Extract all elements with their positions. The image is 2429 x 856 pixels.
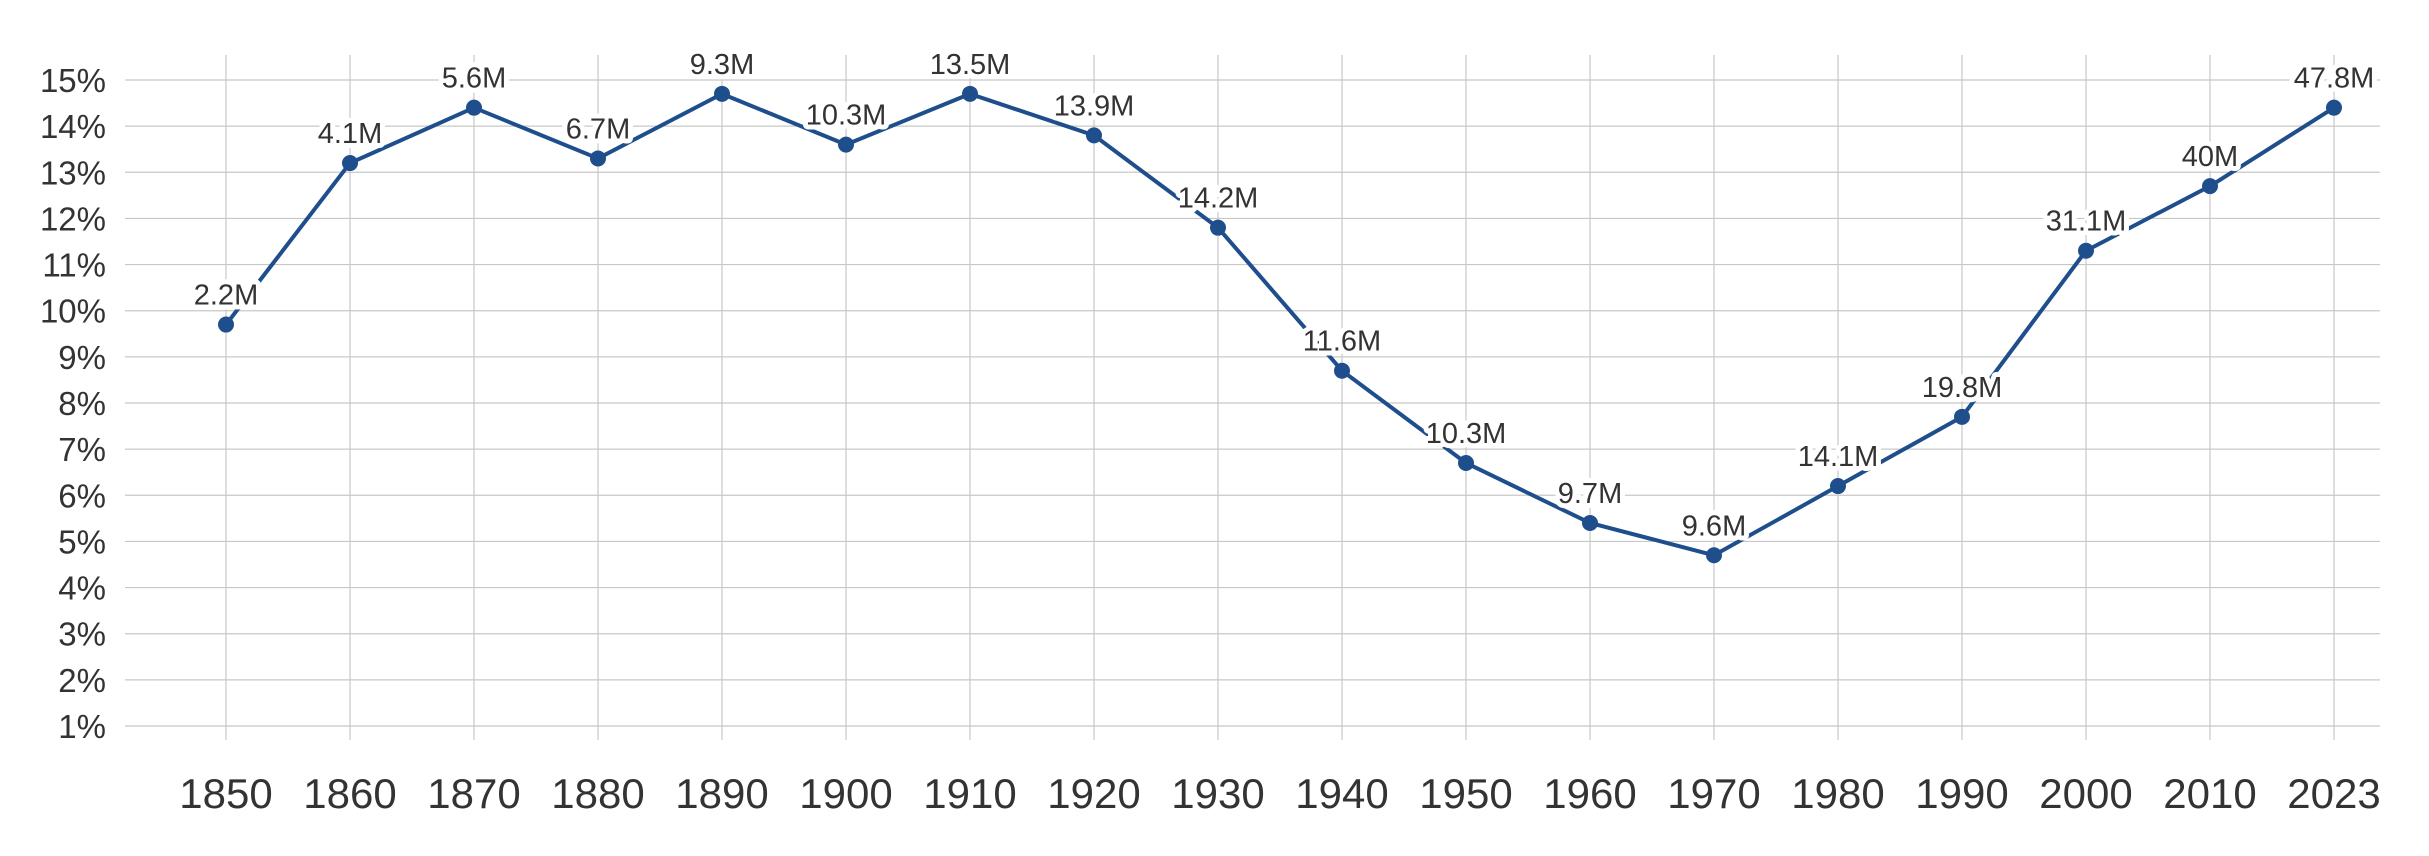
x-tick-label: 1970 xyxy=(1667,770,1760,817)
data-label-1940: 11.6M xyxy=(1303,326,1381,358)
data-point-1980 xyxy=(1830,478,1846,495)
data-label-halo: 19.8M xyxy=(1922,372,2003,404)
data-point-1890 xyxy=(714,85,730,102)
x-tick-label: 1930 xyxy=(1171,770,1264,817)
data-label-1950: 10.3M xyxy=(1426,418,1507,450)
data-label-halo: 6.7M xyxy=(566,113,630,145)
data-point-1990 xyxy=(1954,408,1970,425)
x-tick-label: 1880 xyxy=(551,770,644,817)
data-point-1940 xyxy=(1334,362,1350,379)
data-label-halo: 13.9M xyxy=(1054,90,1135,122)
data-label-1900: 10.3M xyxy=(806,100,887,132)
data-label-1880: 6.7M xyxy=(566,113,630,145)
data-label-halo: 11.6M xyxy=(1303,326,1381,358)
data-label-halo: 9.6M xyxy=(1682,510,1746,542)
data-label-halo: 4.1M xyxy=(318,118,382,150)
x-tick-label: 1950 xyxy=(1419,770,1512,817)
series-line xyxy=(224,91,2336,558)
data-point-1920 xyxy=(1086,127,1102,144)
y-tick-label: 4% xyxy=(58,570,106,607)
data-label-1970: 9.6M xyxy=(1682,510,1746,542)
x-tick-label: 2010 xyxy=(2163,770,2256,817)
x-tick-label: 1940 xyxy=(1295,770,1388,817)
y-tick-label: 1% xyxy=(58,708,106,745)
data-label-halo: 9.3M xyxy=(690,49,754,81)
data-point-2023 xyxy=(2326,99,2342,116)
series-group xyxy=(218,85,2342,564)
x-tick-label: 1850 xyxy=(179,770,272,817)
y-tick-label: 12% xyxy=(40,200,106,237)
data-point-1950 xyxy=(1458,454,1474,471)
data-label-1930: 14.2M xyxy=(1178,183,1259,215)
x-tick-label: 1980 xyxy=(1791,770,1884,817)
y-tick-label: 5% xyxy=(58,523,106,560)
data-label-halo: 2.2M xyxy=(194,280,258,312)
data-label-halo: 14.1M xyxy=(1798,441,1879,473)
y-tick-label: 13% xyxy=(40,154,106,191)
data-point-2010 xyxy=(2202,178,2218,195)
y-tick-label: 14% xyxy=(40,108,106,145)
x-tick-label: 1890 xyxy=(675,770,768,817)
data-point-1850 xyxy=(218,316,234,333)
data-label-2010: 40M xyxy=(2182,141,2238,173)
data-point-1860 xyxy=(342,155,358,172)
data-point-1880 xyxy=(590,150,606,167)
x-tick-label: 2000 xyxy=(2039,770,2132,817)
data-label-1850: 2.2M xyxy=(194,280,258,312)
vertical-gridlines xyxy=(225,55,2335,740)
data-label-halo: 10.3M xyxy=(1426,418,1507,450)
x-tick-label: 1960 xyxy=(1543,770,1636,817)
data-label-halo: 31.1M xyxy=(2046,206,2127,238)
data-point-1870 xyxy=(466,99,482,116)
x-tick-label: 1860 xyxy=(303,770,396,817)
x-tick-label: 2023 xyxy=(2287,770,2380,817)
data-label-2023: 47.8M xyxy=(2294,63,2375,95)
y-tick-label: 8% xyxy=(58,385,106,422)
data-label-1980: 14.1M xyxy=(1798,441,1879,473)
y-tick-label: 11% xyxy=(42,247,106,284)
y-tick-label: 7% xyxy=(58,431,106,468)
y-tick-label: 6% xyxy=(58,477,106,514)
data-point-2000 xyxy=(2078,242,2094,259)
x-tick-label: 1920 xyxy=(1047,770,1140,817)
data-label-halo: 9.7M xyxy=(1558,478,1622,510)
y-tick-label: 9% xyxy=(58,339,106,376)
data-label-1890: 9.3M xyxy=(690,49,754,81)
data-label-1920: 13.9M xyxy=(1054,90,1135,122)
data-point-1910 xyxy=(962,85,978,102)
x-tick-label: 1900 xyxy=(799,770,892,817)
data-label-halo: 5.6M xyxy=(442,63,506,95)
data-label-1990: 19.8M xyxy=(1922,372,2003,404)
data-label-1960: 9.7M xyxy=(1558,478,1622,510)
data-label-halo: 10.3M xyxy=(806,100,887,132)
data-label-1870: 5.6M xyxy=(442,63,506,95)
x-tick-label: 1870 xyxy=(427,770,520,817)
x-tick-label: 1910 xyxy=(923,770,1016,817)
data-label-halo: 47.8M xyxy=(2294,63,2375,95)
y-axis-tick-labels: 1% 2% 3% 4% 5% 6% 7% 8% 9% 10% 11% 12% 13% 14% 15% xyxy=(40,62,106,745)
data-label-1860: 4.1M xyxy=(318,118,382,150)
data-label-2000: 31.1M xyxy=(2046,206,2127,238)
data-label-halo: 14.2M xyxy=(1178,183,1259,215)
data-point-1930 xyxy=(1210,219,1226,236)
data-label-halo: 13.5M xyxy=(930,49,1011,81)
horizontal-gridlines xyxy=(125,79,2380,727)
data-label-1910: 13.5M xyxy=(930,49,1011,81)
data-labels: 2.2M2.2M4.1M4.1M5.6M5.6M6.7M6.7M9.3M9.3M… xyxy=(189,44,2380,547)
x-tick-label: 1990 xyxy=(1915,770,2008,817)
data-point-1960 xyxy=(1582,514,1598,531)
data-point-1970 xyxy=(1706,547,1722,564)
y-tick-label: 15% xyxy=(40,62,106,99)
y-tick-label: 10% xyxy=(40,293,106,330)
data-point-1900 xyxy=(838,136,854,153)
x-axis-tick-labels: 1850 1860 1870 1880 1890 1900 1910 1920 1930 1940… xyxy=(179,770,2380,817)
y-tick-label: 2% xyxy=(58,662,106,699)
y-tick-label: 3% xyxy=(58,616,106,653)
data-label-halo: 40M xyxy=(2182,141,2238,173)
